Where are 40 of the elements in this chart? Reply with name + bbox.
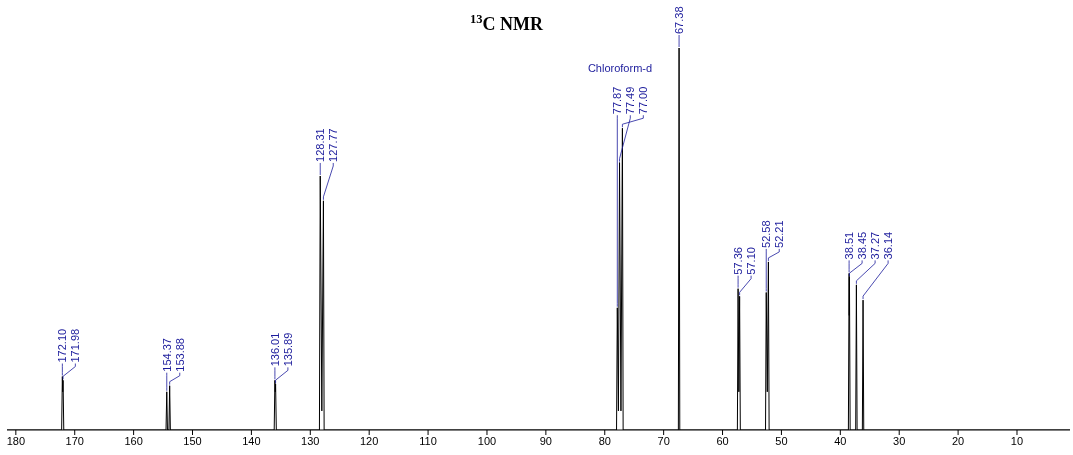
x-tick-label: 70 [657, 434, 670, 447]
x-tick-label: 150 [183, 434, 202, 447]
annotation: 136.01 [268, 332, 281, 367]
x-tick-label: 30 [893, 434, 906, 447]
annotation: 38.45 [856, 231, 869, 260]
annotation: 38.51 [843, 231, 856, 260]
x-tick-label: 60 [716, 434, 729, 447]
annotation: 36.14 [882, 231, 895, 260]
x-tick-label: 100 [477, 434, 497, 447]
annotation: 77.00 [637, 86, 650, 115]
annotation: 77.87 [611, 86, 624, 115]
annotation: 171.98 [69, 328, 82, 363]
annotation: 57.10 [745, 247, 758, 275]
annotation: 135.89 [281, 332, 294, 367]
annotation: Chloroform-d [587, 62, 653, 74]
x-tick-label: 50 [775, 434, 788, 447]
annotation: 77.49 [624, 86, 637, 115]
annotation: 127.77 [327, 128, 340, 162]
annotation: 52.58 [760, 220, 773, 248]
annotation: 52.21 [773, 220, 786, 248]
chart-title: $^{13}$C NMR [469, 12, 545, 34]
x-tick-label: 140 [242, 434, 261, 447]
annotation: 128.31 [314, 128, 327, 162]
x-tick-label: 10 [1010, 434, 1024, 447]
annotation: 57.36 [732, 247, 745, 275]
x-tick-label: 160 [124, 434, 143, 447]
x-tick-label: 170 [65, 434, 84, 447]
x-tick-label: 20 [951, 434, 965, 447]
annotation: 37.27 [869, 231, 882, 260]
x-tick-label: 180 [6, 434, 26, 447]
x-tick-label: 130 [301, 434, 320, 447]
x-tick-label: 120 [360, 434, 379, 447]
annotation: 172.10 [56, 328, 69, 363]
x-tick-label: 40 [834, 434, 847, 447]
annotation: 67.38 [673, 6, 686, 34]
x-tick-label: 110 [419, 434, 437, 447]
annotation: 153.88 [173, 338, 186, 372]
x-tick-label: 80 [598, 434, 611, 447]
annotation: 154.37 [160, 338, 173, 372]
x-tick-label: 90 [539, 434, 552, 447]
